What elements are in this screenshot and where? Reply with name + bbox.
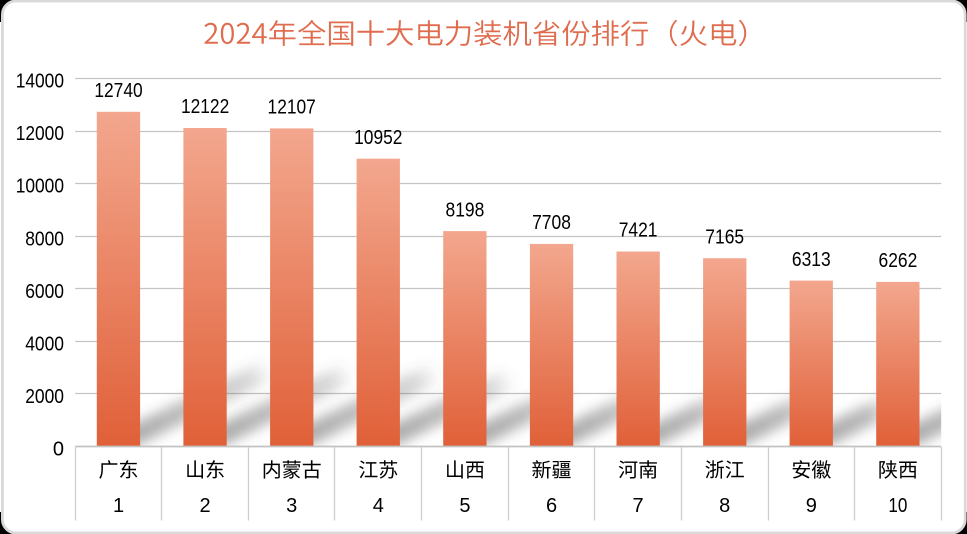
svg-text:6262: 6262 (879, 250, 918, 272)
svg-text:3: 3 (286, 495, 297, 517)
svg-text:14000: 14000 (16, 71, 64, 93)
svg-text:0: 0 (53, 438, 64, 460)
svg-text:12107: 12107 (268, 97, 316, 119)
svg-text:2000: 2000 (25, 386, 64, 408)
svg-text:7421: 7421 (619, 220, 658, 242)
svg-text:8000: 8000 (25, 228, 64, 250)
svg-text:10: 10 (888, 495, 907, 517)
svg-text:12000: 12000 (16, 123, 64, 145)
svg-text:4: 4 (373, 495, 384, 517)
svg-text:10952: 10952 (354, 127, 402, 149)
svg-text:8: 8 (719, 495, 730, 517)
svg-text:12740: 12740 (94, 80, 142, 102)
svg-text:7165: 7165 (705, 226, 744, 248)
svg-text:12122: 12122 (181, 96, 229, 118)
svg-text:8198: 8198 (446, 199, 485, 221)
svg-text:6313: 6313 (792, 249, 831, 271)
svg-text:6: 6 (546, 495, 557, 517)
svg-text:7: 7 (633, 495, 644, 517)
svg-text:4000: 4000 (25, 333, 64, 355)
svg-text:5: 5 (459, 495, 470, 517)
svg-text:7708: 7708 (532, 212, 571, 234)
svg-text:1: 1 (113, 495, 124, 517)
svg-text:2: 2 (200, 495, 211, 517)
svg-text:10000: 10000 (16, 176, 64, 198)
svg-text:6000: 6000 (25, 281, 64, 303)
svg-text:9: 9 (806, 495, 817, 517)
